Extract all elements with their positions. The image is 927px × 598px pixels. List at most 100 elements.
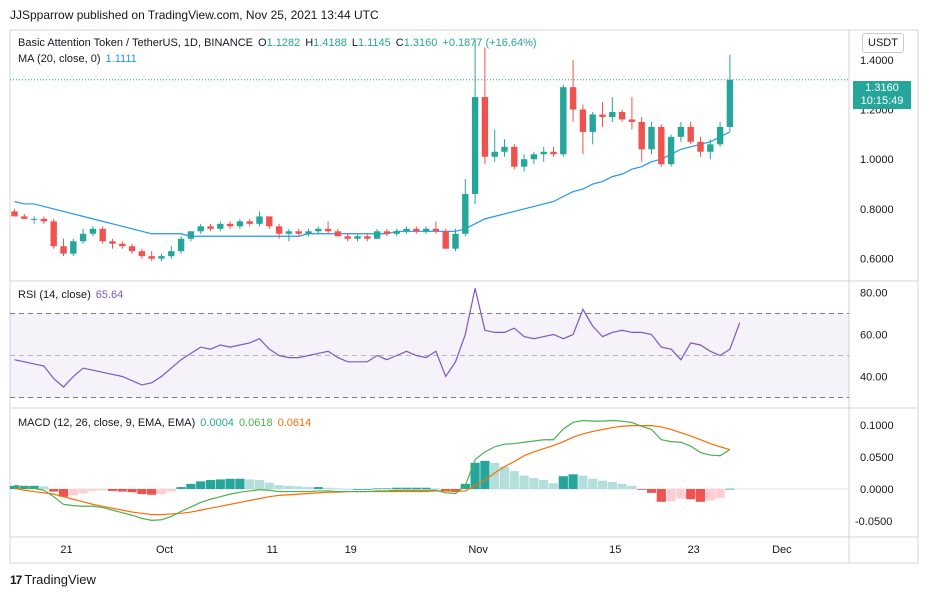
macd-hist-bar	[362, 489, 372, 490]
current-price-label: 1.3160 10:15:49	[853, 81, 911, 109]
macd-hist-bar	[558, 476, 568, 489]
x-tick-label: Oct	[156, 544, 173, 556]
macd-hist-bar	[196, 481, 206, 489]
macd-hist-bar	[205, 480, 216, 489]
candle-body	[383, 231, 391, 234]
macd-legend[interactable]: MACD (12, 26, close, 9, EMA, EMA) 0.0004 0…	[18, 417, 316, 429]
macd-hist-bar	[617, 483, 627, 489]
price-tick-label: 1.0000	[860, 154, 894, 166]
open-value: 1.1282	[266, 37, 301, 49]
macd-hist-bar	[441, 489, 451, 491]
candle-body	[21, 216, 28, 219]
x-tick-label: 19	[345, 544, 357, 556]
macd-hist-bar	[156, 489, 167, 495]
macd-hist-bar	[166, 489, 176, 492]
macd-hist-bar	[303, 487, 314, 489]
candle-body	[726, 79, 734, 127]
macd-line-value: 0.0618	[238, 417, 273, 429]
x-tick-label: 23	[688, 544, 700, 556]
rsi-pane[interactable]	[10, 288, 849, 398]
macd-hist-bar	[264, 482, 274, 489]
main-legend[interactable]: Basic Attention Token / TetherUS, 1D, BI…	[18, 37, 542, 49]
candle-body	[707, 144, 714, 152]
macd-hist-bar	[676, 489, 686, 499]
macd-hist-bar	[147, 489, 157, 495]
candle-body	[119, 243, 126, 247]
macd-pane[interactable]	[9, 419, 849, 521]
candle-body	[687, 126, 694, 142]
macd-hist-bar	[235, 478, 245, 489]
macd-hist-bar	[39, 486, 49, 489]
candle-body	[138, 251, 146, 257]
candle-body	[667, 136, 675, 165]
candle-body	[373, 231, 381, 239]
macd-hist-bar	[480, 460, 490, 489]
candle-body	[207, 226, 214, 229]
candle-body	[40, 218, 48, 222]
macd-hist-bar	[450, 489, 461, 491]
x-tick-label: Nov	[468, 544, 488, 556]
macd-tick-label: -0.0500	[855, 516, 892, 528]
rsi-tick-label: 60.00	[860, 330, 888, 342]
candle-body	[50, 221, 57, 247]
rsi-label[interactable]: RSI (14, close)	[18, 289, 91, 301]
ma-label[interactable]: MA (20, close, 0)	[18, 53, 101, 65]
macd-hist-bar	[49, 489, 59, 492]
macd-hist-bar	[343, 489, 353, 490]
candle-body	[648, 126, 655, 150]
macd-tick-label: 0.0500	[860, 452, 894, 464]
macd-hist-bar	[78, 489, 88, 494]
candle-body	[432, 228, 440, 232]
macd-hist-bar	[88, 489, 98, 491]
macd-line	[14, 419, 731, 521]
candle-body	[266, 216, 273, 227]
ma-legend[interactable]: MA (20, close, 0) 1.1111	[18, 53, 142, 65]
macd-hist-bar	[725, 488, 735, 490]
macd-hist-bar	[294, 486, 304, 489]
symbol-name[interactable]: Basic Attention Token / TetherUS, 1D, BI…	[18, 37, 253, 49]
candle-body	[89, 228, 97, 234]
macd-hist-bar	[215, 479, 225, 489]
candle-body	[79, 233, 87, 242]
candle-body	[11, 211, 18, 217]
macd-hist-bar	[656, 489, 666, 502]
price-pane[interactable]	[10, 39, 849, 262]
macd-hist-bar	[254, 480, 265, 489]
macd-hist-bar	[323, 487, 333, 489]
candle-body	[677, 126, 685, 137]
macd-hist-bar	[58, 489, 69, 497]
ma-line	[14, 131, 731, 237]
ma-value: 1.1111	[105, 53, 137, 65]
macd-signal-value: 0.0614	[277, 417, 312, 429]
candle-body	[579, 109, 587, 132]
rsi-tick-label: 80.00	[860, 288, 888, 300]
published-line: JJSpparrow published on TradingView.com,…	[10, 8, 379, 22]
macd-hist-bar	[607, 481, 617, 489]
macd-hist-bar	[519, 475, 529, 489]
candle-body	[236, 221, 244, 227]
price-tick-label: 0.8000	[860, 204, 894, 216]
candle-body	[638, 121, 645, 150]
macd-hist-value: 0.0004	[200, 417, 234, 429]
macd-hist-bar	[705, 489, 715, 501]
price-tick-label: 0.6000	[860, 254, 894, 266]
tv-brand-text: TradingView	[24, 572, 96, 587]
macd-tick-label: 0.1000	[860, 420, 894, 432]
macd-label[interactable]: MACD (12, 26, close, 9, EMA, EMA)	[18, 417, 196, 429]
candle-body	[442, 231, 449, 249]
macd-hist-bar	[686, 489, 696, 500]
macd-hist-bar	[715, 489, 725, 498]
macd-hist-bar	[137, 489, 147, 495]
macd-hist-bar	[127, 489, 137, 493]
tradingview-logo[interactable]: 17 TradingView	[10, 572, 96, 587]
macd-hist-bar	[548, 483, 559, 489]
rsi-legend[interactable]: RSI (14, close) 65.64	[18, 289, 128, 301]
candle-body	[285, 231, 293, 234]
candle-body	[315, 228, 322, 232]
macd-hist-bar	[421, 487, 431, 489]
rsi-value: 65.64	[95, 289, 124, 301]
currency-button[interactable]: USDT	[862, 33, 904, 53]
open-label: O	[258, 37, 267, 49]
candle-body	[697, 141, 704, 152]
